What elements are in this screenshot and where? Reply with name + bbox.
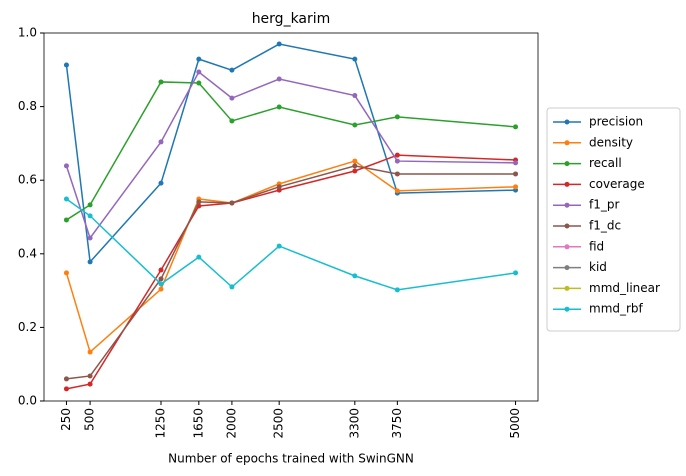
- data-point: [513, 160, 519, 166]
- x-tick-label: 2000: [224, 408, 238, 439]
- data-point: [63, 270, 69, 276]
- data-point: [352, 168, 358, 174]
- legend-marker: [564, 285, 570, 291]
- data-point: [229, 95, 235, 101]
- x-tick-label: 500: [83, 408, 97, 431]
- legend-label: mmd_linear: [589, 281, 660, 295]
- data-point: [63, 62, 69, 68]
- data-point: [63, 376, 69, 382]
- data-point: [63, 217, 69, 223]
- data-point: [63, 196, 69, 202]
- data-point: [276, 76, 282, 82]
- data-point: [513, 171, 519, 177]
- legend-label: f1_pr: [589, 198, 619, 212]
- data-point: [196, 69, 202, 75]
- y-tick-label: 0.2: [18, 320, 37, 334]
- x-axis-label: Number of epochs trained with SwinGNN: [168, 452, 414, 466]
- legend-label: precision: [589, 115, 643, 129]
- data-point: [229, 118, 235, 124]
- legend-label: coverage: [589, 177, 645, 191]
- legend-marker: [564, 202, 570, 208]
- data-point: [158, 180, 164, 186]
- data-point: [87, 381, 93, 387]
- data-point: [158, 267, 164, 273]
- legend-label: mmd_rbf: [589, 302, 644, 316]
- legend-marker: [564, 161, 570, 167]
- data-point: [87, 259, 93, 265]
- data-point: [276, 243, 282, 249]
- legend-label: density: [589, 135, 633, 149]
- data-point: [158, 286, 164, 292]
- data-point: [352, 122, 358, 128]
- data-point: [158, 276, 164, 282]
- series-line: [65, 160, 516, 354]
- x-tick-label: 3300: [347, 408, 361, 439]
- data-point: [394, 114, 400, 120]
- x-tick-label: 250: [59, 408, 73, 431]
- data-point: [394, 158, 400, 164]
- data-point: [87, 202, 93, 208]
- data-point: [87, 213, 93, 219]
- data-point: [513, 184, 519, 190]
- data-point: [63, 386, 69, 392]
- data-point: [87, 349, 93, 355]
- data-point: [513, 270, 519, 276]
- x-tick-label: 5000: [508, 408, 522, 439]
- data-point: [158, 281, 164, 287]
- data-point: [196, 254, 202, 260]
- data-point: [352, 158, 358, 164]
- x-tick-label: 1650: [191, 408, 205, 439]
- legend-label: recall: [589, 156, 622, 170]
- data-point: [352, 163, 358, 169]
- data-point: [352, 273, 358, 279]
- data-point: [276, 104, 282, 110]
- x-tick-label: 3750: [390, 408, 404, 439]
- legend-marker: [564, 306, 570, 312]
- data-point: [87, 373, 93, 379]
- y-tick-label: 0.4: [18, 246, 37, 260]
- y-tick-label: 0.8: [18, 99, 37, 113]
- legend-label: fid: [589, 239, 604, 253]
- series-line: [66, 154, 516, 390]
- series-line: [65, 43, 516, 264]
- legend-marker: [564, 119, 570, 125]
- data-point: [394, 287, 400, 293]
- x-tick-label: 1250: [154, 408, 168, 439]
- legend-marker: [564, 140, 570, 146]
- data-point: [229, 67, 235, 73]
- data-point: [276, 41, 282, 47]
- y-tick-label: 0.6: [18, 173, 37, 187]
- legend-marker: [564, 223, 570, 229]
- legend-label: f1_dc: [589, 219, 621, 233]
- data-point: [276, 184, 282, 190]
- data-point: [394, 152, 400, 158]
- data-point: [196, 56, 202, 62]
- data-point: [196, 199, 202, 205]
- legend-marker: [564, 181, 570, 187]
- legend-marker: [564, 244, 570, 250]
- data-point: [158, 79, 164, 85]
- y-tick-label: 0.0: [18, 394, 37, 408]
- data-point: [352, 56, 358, 62]
- data-point: [196, 80, 202, 86]
- data-point: [394, 188, 400, 194]
- data-point: [394, 171, 400, 177]
- data-point: [229, 200, 235, 206]
- data-point: [352, 93, 358, 99]
- legend-label: kid: [589, 260, 607, 274]
- chart-title: herg_karim: [252, 11, 331, 27]
- series-line: [66, 165, 516, 380]
- data-point: [229, 284, 235, 290]
- plot-frame: [43, 32, 539, 402]
- data-point: [87, 235, 93, 241]
- x-tick-label: 2500: [272, 408, 286, 439]
- data-point: [513, 124, 519, 130]
- legend-marker: [564, 265, 570, 271]
- y-tick-label: 1.0: [18, 26, 37, 40]
- data-point: [63, 163, 69, 169]
- series-line: [66, 81, 516, 221]
- data-point: [158, 139, 164, 145]
